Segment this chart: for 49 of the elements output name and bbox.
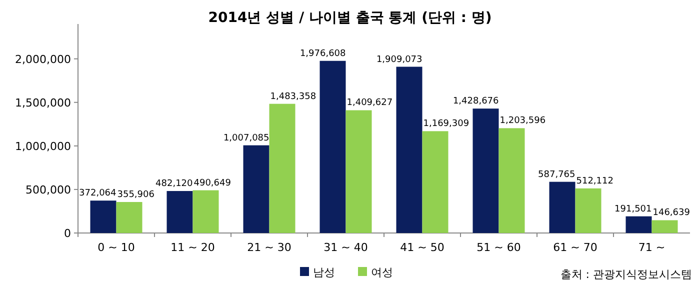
data-label: 191,501: [614, 204, 652, 214]
data-label: 1,428,676: [452, 96, 500, 107]
bar: [192, 190, 219, 233]
bar: [626, 216, 652, 233]
x-tick-label: 41 ~ 50: [400, 241, 444, 254]
bar: [269, 104, 296, 233]
bar: [575, 188, 602, 233]
legend-label: 여성: [371, 266, 393, 279]
data-label: 1,203,596: [500, 116, 546, 126]
y-tick-label: 1,000,000: [15, 140, 71, 153]
legend-label: 남성: [313, 266, 335, 279]
y-tick-label: 500,000: [26, 183, 71, 196]
source-note: 출처 : 관광지식정보시스템: [560, 268, 692, 281]
data-label: 355,906: [117, 190, 155, 200]
data-label: 1,409,627: [346, 98, 393, 108]
x-tick-label: 61 ~ 70: [553, 241, 598, 254]
x-tick-label: 0 ~ 10: [98, 241, 135, 254]
x-tick-label: 71 ~: [638, 241, 666, 254]
x-tick-label: 51 ~ 60: [476, 241, 521, 254]
y-tick-label: 1,500,000: [15, 96, 71, 110]
bar: [498, 128, 525, 233]
bar: [396, 66, 422, 233]
data-label: 146,639: [652, 208, 690, 218]
x-tick-label: 21 ~ 30: [247, 241, 292, 254]
chart-title: 2014년 성별 / 나이별 출국 통계 (단위 : 명): [208, 10, 492, 26]
data-label: 512,112: [576, 176, 614, 186]
data-label: 482,120: [156, 179, 194, 190]
data-label: 1,169,309: [423, 119, 470, 130]
bar: [652, 220, 678, 233]
bar: [116, 202, 142, 233]
bar: [243, 145, 270, 233]
data-label: 1,483,358: [270, 92, 316, 102]
x-tick-label: 11 ~ 20: [170, 241, 215, 254]
bar: [346, 110, 372, 233]
bar: [422, 131, 448, 233]
bar: [166, 191, 193, 233]
data-label: 1,909,073: [376, 54, 422, 65]
bar: [90, 200, 116, 233]
y-tick-label: 0: [64, 227, 71, 240]
bar: [472, 108, 499, 233]
y-tick-label: 2,000,000: [15, 52, 71, 66]
data-label: 1,007,085: [223, 133, 270, 144]
data-label: 490,649: [194, 178, 232, 188]
x-tick-label: 31 ~ 40: [324, 241, 368, 254]
bar: [320, 60, 346, 233]
data-label: 372,064: [79, 188, 117, 199]
bar: [549, 182, 576, 233]
data-label: 587,765: [538, 170, 576, 180]
data-label: 1,976,608: [300, 48, 346, 59]
